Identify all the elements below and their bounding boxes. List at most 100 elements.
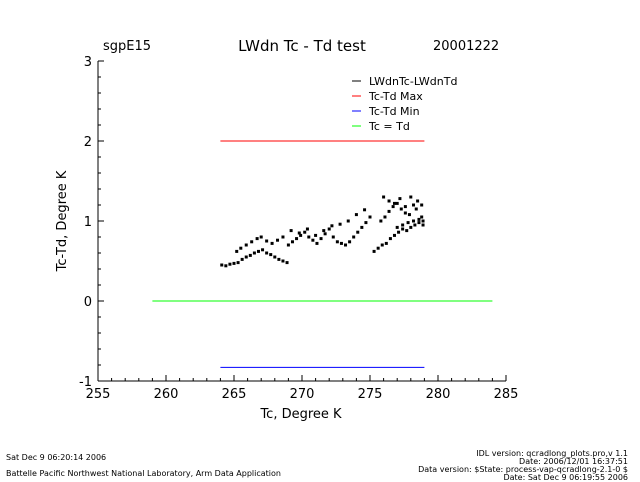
data-point — [338, 222, 342, 226]
plot-area — [152, 140, 493, 368]
data-point — [421, 219, 425, 223]
y-tick-label: 0 — [84, 295, 92, 310]
data-point — [303, 230, 307, 234]
data-point — [323, 232, 327, 236]
footer-data-date: Date: Sat Dec 9 06:19:55 2006 — [503, 473, 628, 482]
x-tick-label: 275 — [358, 387, 383, 402]
y-axis-label: Tc-Td, Degree K — [55, 170, 70, 272]
data-point — [286, 243, 290, 247]
data-point — [401, 227, 405, 231]
data-point — [319, 237, 323, 241]
data-point — [405, 229, 409, 233]
data-point — [356, 230, 360, 234]
data-point — [382, 195, 386, 199]
data-point — [346, 219, 350, 223]
legend-entry-2: Tc-Td Min — [368, 105, 420, 118]
data-point — [265, 251, 269, 255]
data-point — [406, 221, 410, 225]
data-point — [276, 238, 280, 242]
data-point — [261, 248, 265, 252]
x-tick-label: 280 — [426, 387, 451, 402]
y-tick-label: 1 — [84, 215, 92, 230]
data-point — [352, 235, 356, 239]
data-point — [399, 207, 403, 211]
legend-entry-1: Tc-Td Max — [368, 90, 423, 103]
data-point — [388, 237, 392, 241]
data-point — [397, 230, 401, 234]
x-tick-label: 260 — [154, 387, 179, 402]
footer-organization: Battelle Pacific Northwest National Labo… — [6, 469, 281, 478]
data-point — [416, 199, 420, 203]
legend-entry-3: Tc = Td — [368, 120, 410, 133]
data-point — [391, 205, 395, 209]
data-point — [348, 240, 352, 244]
legend-entry-0: LWdnTc-LWdnTd — [369, 75, 457, 88]
data-point — [305, 227, 309, 231]
data-point — [290, 240, 294, 244]
data-point — [364, 221, 368, 225]
data-point — [252, 251, 256, 255]
data-point — [392, 233, 396, 237]
data-point — [335, 240, 339, 244]
data-point — [344, 243, 348, 247]
x-tick-label: 255 — [86, 387, 111, 402]
data-point — [421, 223, 425, 227]
data-point — [384, 241, 388, 245]
axes: 255 260 265 270 275 280 285 -1 0 1 2 3 — [79, 55, 518, 402]
data-point — [330, 224, 334, 228]
data-point — [398, 197, 402, 201]
data-point — [407, 213, 411, 217]
data-point — [327, 227, 331, 231]
data-point — [360, 225, 364, 229]
data-point — [403, 211, 407, 215]
data-point — [420, 203, 424, 207]
data-point — [299, 233, 303, 237]
footer-timestamp: Sat Dec 9 06:20:14 2006 — [6, 453, 107, 462]
data-point — [413, 223, 417, 227]
data-point — [383, 215, 387, 219]
data-point — [315, 241, 319, 245]
data-point — [236, 261, 240, 265]
data-point — [403, 205, 407, 209]
data-point — [322, 229, 326, 233]
data-point — [235, 249, 239, 253]
data-point — [281, 259, 285, 263]
data-point — [281, 235, 285, 239]
x-tick-label: 265 — [222, 387, 247, 402]
data-point — [250, 240, 254, 244]
y-tick-label: 2 — [84, 135, 92, 150]
data-point — [228, 262, 232, 266]
data-point — [307, 235, 311, 239]
data-point — [363, 208, 367, 212]
data-point — [409, 195, 413, 199]
footer-data-version: Data version: $State: process-vap-qcradl… — [418, 465, 628, 474]
data-point — [244, 255, 248, 259]
data-point — [417, 217, 421, 221]
data-point — [220, 263, 224, 267]
data-point — [265, 239, 269, 243]
footer-idl-date: Date: 2006/12/01 16:37:51 — [519, 457, 628, 466]
data-point — [339, 241, 343, 245]
data-point — [224, 264, 228, 268]
data-point — [409, 225, 413, 229]
data-point — [354, 213, 358, 217]
data-point — [239, 246, 243, 250]
data-point — [255, 237, 259, 241]
data-point — [401, 223, 405, 227]
y-tick-label: -1 — [79, 375, 92, 390]
data-point — [417, 221, 421, 225]
data-point — [259, 235, 263, 239]
data-point — [412, 219, 416, 223]
data-point — [297, 231, 301, 235]
data-point — [392, 201, 396, 205]
data-point — [412, 203, 416, 207]
data-point — [256, 249, 260, 253]
y-tick-label: 3 — [84, 55, 92, 70]
legend: LWdnTc-LWdnTd Tc-Td Max Tc-Td Min Tc = Td — [352, 75, 457, 133]
data-point — [295, 237, 299, 241]
data-point — [372, 249, 376, 253]
data-point — [270, 241, 274, 245]
data-point — [395, 201, 399, 205]
data-point — [376, 246, 380, 250]
